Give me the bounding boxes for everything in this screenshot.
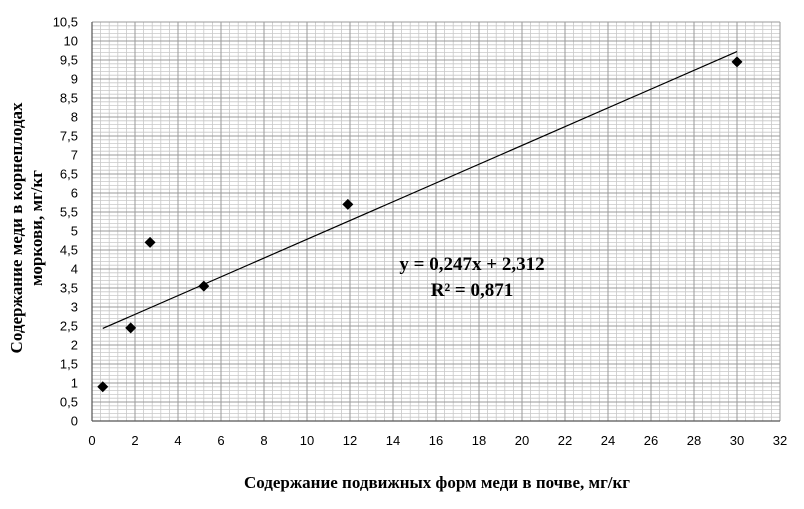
- y-tick-label: 8: [71, 110, 78, 125]
- y-tick-label: 4: [71, 262, 78, 277]
- y-tick-label: 3: [71, 300, 78, 315]
- y-axis-title-line-2: моркови, мг/кг: [27, 170, 46, 286]
- x-tick-label: 14: [386, 433, 400, 448]
- data-point: [97, 381, 109, 393]
- x-tick-label: 8: [260, 433, 267, 448]
- x-tick-label: 18: [472, 433, 486, 448]
- grid: [91, 21, 781, 422]
- y-tick-label: 6: [71, 186, 78, 201]
- y-tick-label: 10,5: [53, 15, 78, 30]
- y-tick-label: 8,5: [60, 91, 78, 106]
- x-tick-label: 32: [773, 433, 787, 448]
- x-tick-label: 6: [217, 433, 224, 448]
- trend-equation: y = 0,247x + 2,312: [399, 254, 544, 275]
- r-squared: R² = 0,871: [431, 280, 514, 301]
- y-tick-label: 5,5: [60, 205, 78, 220]
- y-tick-label: 2: [71, 338, 78, 353]
- x-tick-label: 0: [88, 433, 95, 448]
- y-tick-label: 9,5: [60, 53, 78, 68]
- x-tick-label: 4: [174, 433, 181, 448]
- x-tick-label: 16: [429, 433, 443, 448]
- data-point: [198, 280, 210, 292]
- data-point: [144, 236, 156, 248]
- data-points: [97, 56, 743, 393]
- data-point: [731, 56, 743, 68]
- x-tick-label: 28: [687, 433, 701, 448]
- y-tick-label: 10: [64, 34, 78, 49]
- y-tick-label: 5: [71, 224, 78, 239]
- y-tick-label: 0: [71, 414, 78, 429]
- y-tick-label: 7,5: [60, 129, 78, 144]
- y-tick-label: 9: [71, 72, 78, 87]
- y-tick-label: 0,5: [60, 395, 78, 410]
- y-axis-title-line-1: Содержание меди в корнеплодах: [7, 102, 26, 353]
- y-tick-label: 6,5: [60, 167, 78, 182]
- x-tick-label: 20: [515, 433, 529, 448]
- x-tick-label: 24: [601, 433, 615, 448]
- x-tick-label: 2: [131, 433, 138, 448]
- y-tick-label: 4,5: [60, 243, 78, 258]
- data-point: [342, 198, 354, 210]
- x-tick-label: 12: [343, 433, 357, 448]
- x-axis-title: Содержание подвижных форм меди в почве, …: [244, 473, 630, 492]
- data-point: [125, 322, 137, 334]
- y-tick-labels: 0 0,5 1 1,5 2 2,5 3 3,5 4 4,5 5 5,5 6 6,5 7 7,5 8 8,5 9 9,5…: [53, 15, 78, 429]
- trendline-group: [102, 51, 738, 330]
- y-tick-label: 3,5: [60, 281, 78, 296]
- x-tick-label: 22: [558, 433, 572, 448]
- trendline: [102, 51, 738, 330]
- y-tick-label: 2,5: [60, 319, 78, 334]
- x-tick-label: 10: [300, 433, 314, 448]
- y-tick-label: 7: [71, 148, 78, 163]
- y-tick-label: 1,5: [60, 357, 78, 372]
- x-tick-label: 26: [644, 433, 658, 448]
- x-tick-labels: 0 2 4 6 8 10 12 14 16 18 20 22 24 26 28 30 32: [88, 433, 787, 448]
- x-tick-label: 30: [730, 433, 744, 448]
- axes: [91, 22, 780, 422]
- y-tick-label: 1: [71, 376, 78, 391]
